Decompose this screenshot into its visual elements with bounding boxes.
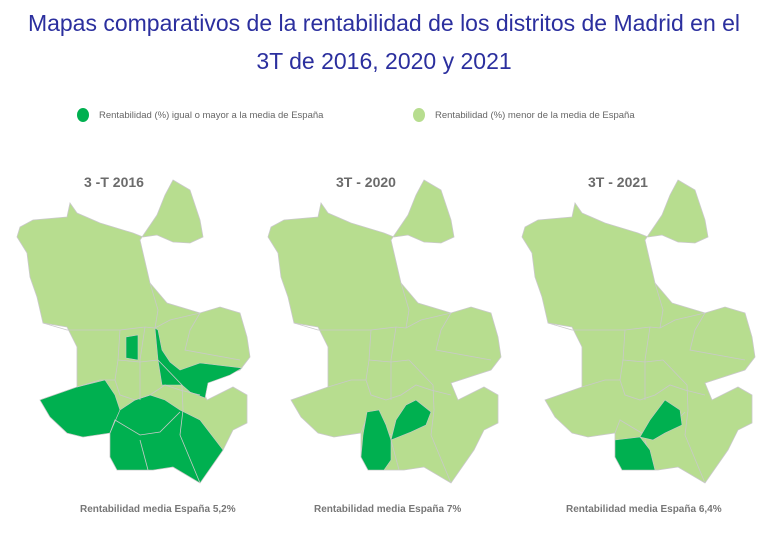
district-above-average [639, 399, 683, 441]
legend-label: Rentabilidad (%) menor de la media de Es… [435, 109, 635, 121]
legend-item-above: Rentabilidad (%) igual o mayor a la medi… [77, 108, 323, 122]
map-title-2021: 3T - 2021 [588, 174, 648, 190]
footer-2020: Rentabilidad media España 7% [314, 504, 462, 515]
district-above-average [390, 399, 432, 441]
district-above-average [39, 379, 121, 438]
map-2020 [267, 179, 502, 484]
map-title-2020: 3T - 2020 [336, 174, 396, 190]
footer-2021: Rentabilidad media España 6,4% [566, 504, 722, 515]
legend-label: Rentabilidad (%) igual o mayor a la medi… [99, 109, 324, 121]
district-above-average [360, 409, 392, 471]
footer-2016: Rentabilidad media España 5,2% [80, 504, 236, 515]
dark-green-dot-icon [77, 108, 89, 122]
district-above-average [125, 334, 139, 361]
page-title: Mapas comparativos de la rentabilidad de… [0, 4, 768, 80]
map-2021 [521, 179, 756, 484]
legend-item-below: Rentabilidad (%) menor de la media de Es… [413, 108, 635, 122]
title-line-1: Mapas comparativos de la rentabilidad de… [27, 10, 741, 36]
district-above-average [614, 436, 656, 471]
title-line-2: 3T de 2016, 2020 y 2021 [256, 48, 512, 74]
map-title-2016: 3 -T 2016 [84, 174, 144, 190]
light-green-dot-icon [413, 108, 425, 122]
map-2016 [16, 179, 251, 484]
district-above-average [154, 327, 243, 399]
